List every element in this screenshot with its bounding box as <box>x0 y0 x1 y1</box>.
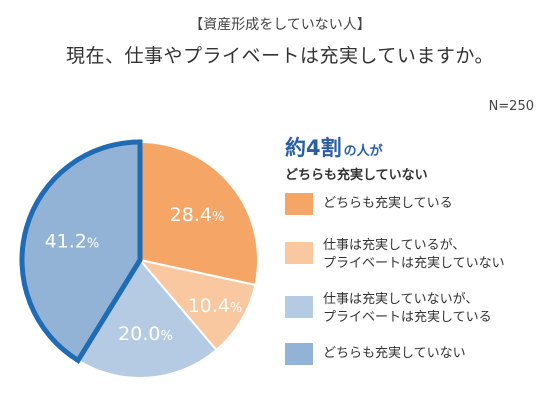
slice-label-4: 41.2% <box>45 231 100 253</box>
pie-slice-3 <box>76 258 218 379</box>
legend-label-line: プライベートは充実していない <box>323 256 505 271</box>
slice-label-1: 28.4% <box>170 204 225 226</box>
legend-swatch <box>285 242 313 264</box>
legend-label: どちらも充実している <box>323 195 453 213</box>
legend-label: どちらも充実していない <box>323 345 466 363</box>
pie-slice-1 <box>139 140 259 287</box>
legend-label-line: 仕事は充実していないが、 <box>323 292 479 307</box>
chart-subtitle: 【資産形成をしていない人】 <box>189 17 371 33</box>
slice-label-2: 10.4% <box>188 295 243 317</box>
highlight-slice-outline <box>19 139 143 364</box>
chart-title: 現在、仕事やプライベートは充実していますか。 <box>65 45 495 67</box>
highlight-small-text: の人が <box>343 144 383 159</box>
pie-slice-2 <box>137 258 257 352</box>
legend-label-line: どちらも充実している <box>323 196 453 211</box>
legend-label: 仕事は充実していないが、 プライベートは充実している <box>323 291 492 327</box>
legend-label: 仕事は充実しているが、プライベートは充実していない <box>323 237 505 273</box>
legend-label-line: どちらも充実していない <box>323 346 466 361</box>
highlight-big-text: 約4割 <box>285 136 342 160</box>
legend-swatch <box>285 296 313 318</box>
legend-swatch <box>285 193 313 215</box>
slice-label-3: 20.0% <box>118 323 173 345</box>
highlight-subtext: どちらも充実していない <box>285 168 428 183</box>
sample-size: N=250 <box>488 99 534 114</box>
legend-label-line: 仕事は充実しているが、 <box>323 238 466 253</box>
legend-label-line: プライベートは充実している <box>323 310 492 325</box>
highlight-headline: 約4割 の人が <box>285 132 383 162</box>
legend-swatch <box>285 343 313 365</box>
